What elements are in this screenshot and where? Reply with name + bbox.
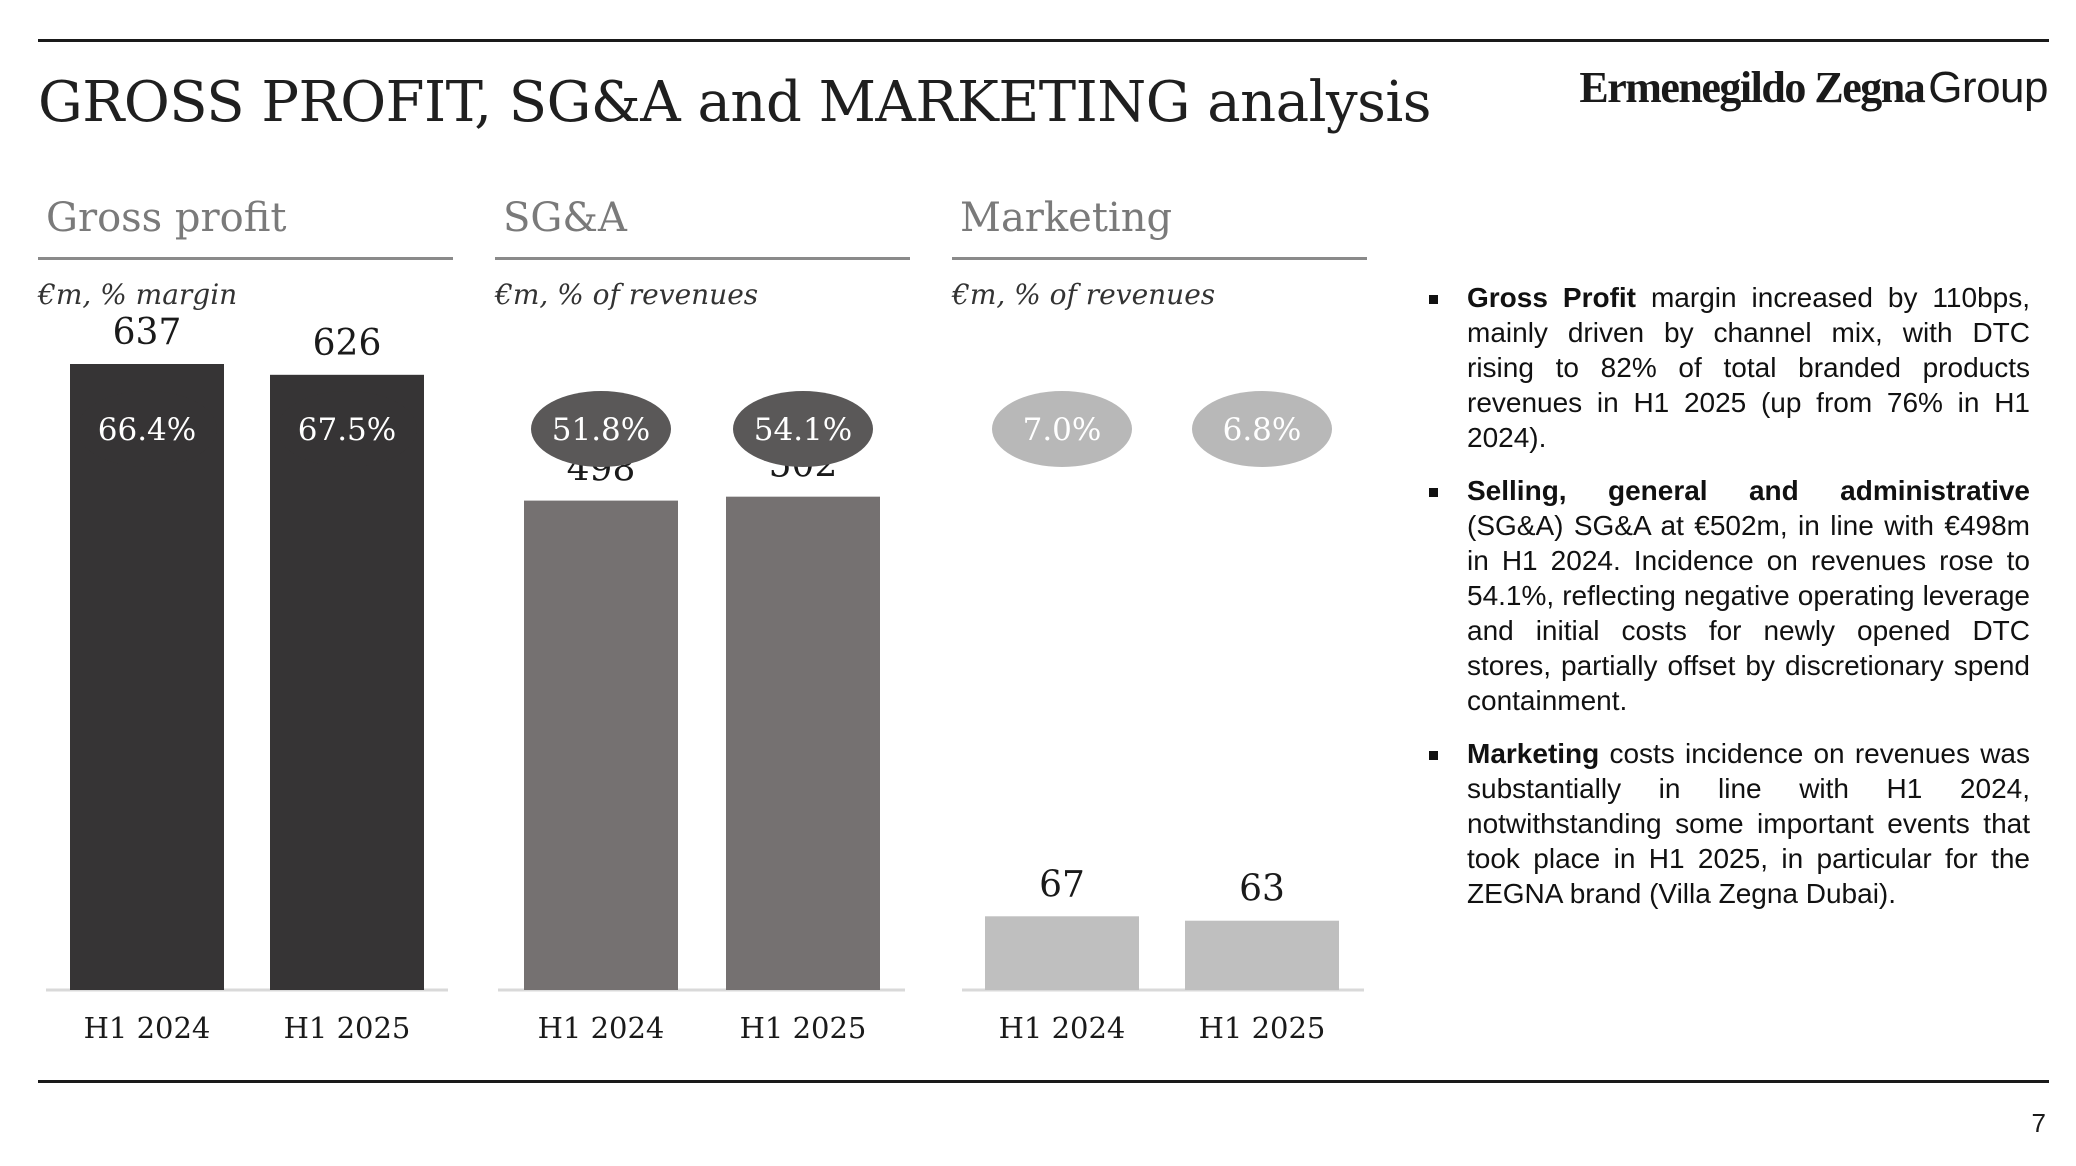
bullet-sga-text: (SG&A) SG&A at €502m, in line with €498m… (1467, 510, 2030, 716)
bullet-sga: Selling, general and administrative (SG&… (1420, 473, 2030, 718)
marketing-percent-label: 7.0% (1023, 412, 1102, 448)
bullet-marketing-heading: Marketing (1467, 738, 1600, 769)
gross-profit-title-rule (38, 257, 453, 260)
company-logo: Ermenegildo ZegnaGroup (1579, 62, 2048, 113)
marketing-percent-bubble (1192, 391, 1332, 467)
sga-percent-bubble (733, 391, 873, 467)
bullet-gross-profit: Gross Profit margin increased by 110bps,… (1420, 280, 2030, 455)
page-title: GROSS PROFIT, SG&A and MARKETING analysi… (38, 70, 1432, 135)
marketing-bar (1185, 920, 1339, 990)
gross-profit-category-label: H1 2025 (284, 1011, 411, 1045)
gross-profit-value-label: 637 (113, 312, 182, 353)
marketing-category-label: H1 2025 (1199, 1011, 1326, 1045)
bullet-gross-profit-heading: Gross Profit (1467, 282, 1636, 313)
gross-profit-panel: Gross profit €m, % margin (38, 195, 453, 311)
bullet-marketing: Marketing costs incidence on revenues wa… (1420, 736, 2030, 911)
sga-panel: SG&A €m, % of revenues (495, 195, 910, 311)
marketing-value-label: 67 (1039, 864, 1085, 905)
bullet-sga-heading: Selling, general and administrative (1467, 475, 2030, 506)
gross-profit-percent-label: 66.4% (98, 412, 196, 448)
bullet-gross-profit-text: margin increased by 110bps, mainly drive… (1467, 282, 2030, 453)
sga-bar (524, 500, 678, 990)
bullet-marketing-text: costs incidence on revenues was substant… (1467, 738, 2030, 909)
gross-profit-title: Gross profit (46, 195, 287, 241)
gross-profit-bar (70, 364, 224, 990)
gross-profit-percent-bubble (77, 391, 217, 467)
marketing-value-label: 63 (1239, 869, 1285, 910)
sga-bar (726, 496, 880, 990)
gross-profit-subtitle: €m, % margin (38, 278, 238, 311)
bottom-rule (38, 1080, 2049, 1083)
gross-profit-percent-label: 67.5% (298, 412, 396, 448)
logo-group: Group (1928, 63, 2048, 112)
marketing-category-label: H1 2024 (999, 1011, 1126, 1045)
top-rule (38, 39, 2049, 42)
marketing-title-rule (952, 257, 1367, 260)
logo-brand: Ermenegildo Zegna (1579, 63, 1925, 112)
marketing-subtitle: €m, % of revenues (952, 278, 1216, 311)
gross-profit-value-label: 626 (313, 323, 382, 364)
sga-category-label: H1 2025 (740, 1011, 867, 1045)
commentary-list: Gross Profit margin increased by 110bps,… (1420, 280, 2030, 929)
sga-percent-bubble (531, 391, 671, 467)
marketing-percent-bubble (992, 391, 1132, 467)
marketing-title: Marketing (960, 195, 1173, 241)
sga-title-rule (495, 257, 910, 260)
gross-profit-category-label: H1 2024 (84, 1011, 211, 1045)
marketing-panel: Marketing €m, % of revenues (952, 195, 1367, 311)
page-number: 7 (2031, 1108, 2046, 1138)
sga-percent-label: 54.1% (754, 412, 852, 448)
sga-subtitle: €m, % of revenues (495, 278, 759, 311)
sga-category-label: H1 2024 (538, 1011, 665, 1045)
gross-profit-percent-bubble (277, 391, 417, 467)
marketing-bar (985, 916, 1139, 990)
sga-percent-label: 51.8% (552, 412, 650, 448)
marketing-percent-label: 6.8% (1223, 412, 1302, 448)
sga-title: SG&A (503, 195, 627, 241)
gross-profit-bar (270, 374, 424, 990)
